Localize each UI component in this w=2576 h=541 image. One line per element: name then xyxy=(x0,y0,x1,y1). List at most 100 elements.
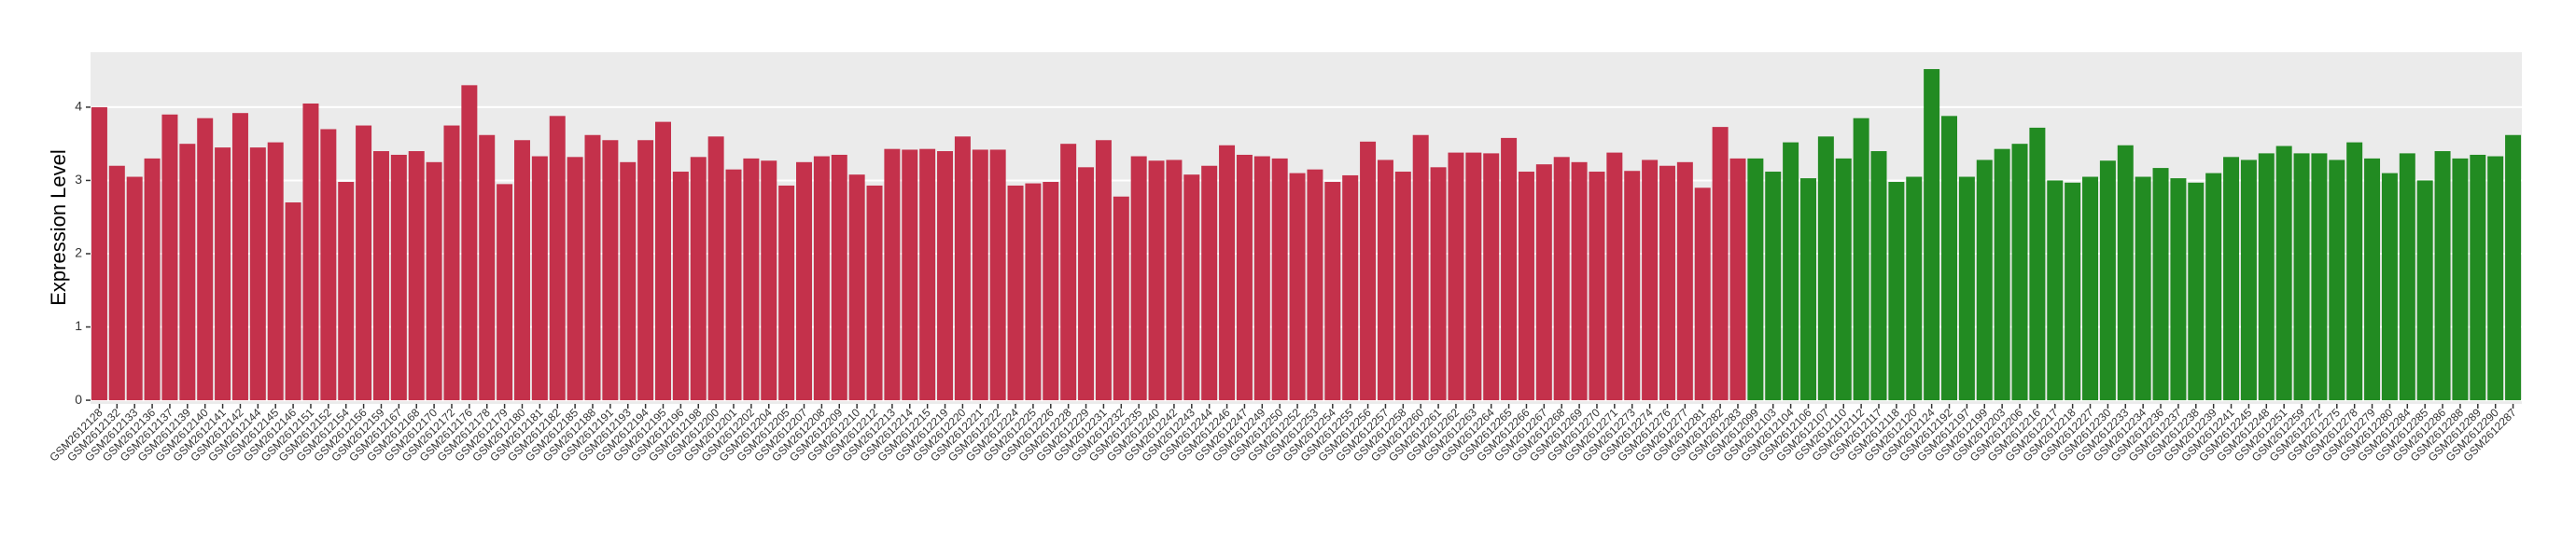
plot-panel xyxy=(91,52,2522,404)
bar xyxy=(1676,161,1693,401)
bar xyxy=(215,147,231,401)
bar xyxy=(707,136,724,401)
bar xyxy=(161,114,178,401)
bar xyxy=(1412,134,1429,401)
bar xyxy=(2399,153,2415,401)
bar xyxy=(954,136,971,401)
bar xyxy=(2381,173,2398,401)
bar xyxy=(1166,160,1183,401)
bar xyxy=(2505,134,2522,401)
bar xyxy=(1642,160,1659,401)
bar xyxy=(2011,144,2028,401)
bar xyxy=(179,144,196,401)
bar xyxy=(655,121,671,401)
bar xyxy=(426,161,442,401)
bar xyxy=(1941,116,1957,401)
bar xyxy=(1360,141,1377,401)
bar xyxy=(725,169,742,401)
bar xyxy=(690,157,707,401)
bar xyxy=(1025,183,1042,401)
bar xyxy=(1783,142,1799,401)
bar xyxy=(848,174,865,401)
bar xyxy=(1694,187,1711,401)
bar xyxy=(1553,157,1570,401)
bar xyxy=(902,149,918,401)
bar xyxy=(390,154,407,401)
bar xyxy=(320,129,337,401)
bar xyxy=(567,157,583,401)
bar xyxy=(497,184,513,401)
bar xyxy=(1835,158,1852,401)
bar xyxy=(1342,174,1359,401)
bar xyxy=(1007,185,1024,401)
bar xyxy=(919,148,936,401)
bar xyxy=(1219,145,1236,401)
bar xyxy=(2170,178,2187,401)
bar xyxy=(1853,118,1869,401)
bar xyxy=(1465,152,1482,401)
bar xyxy=(1201,165,1218,401)
y-tick-label: 4 xyxy=(75,99,82,114)
bar xyxy=(831,154,847,401)
bar xyxy=(372,151,389,401)
bar xyxy=(1747,158,1764,401)
bar xyxy=(531,156,548,401)
y-axis-title: Expression Level xyxy=(47,149,70,306)
bar xyxy=(602,140,619,401)
bar xyxy=(461,85,478,401)
bar xyxy=(2311,153,2328,401)
bar xyxy=(2329,160,2345,401)
bar xyxy=(1148,160,1165,401)
bar xyxy=(813,156,830,401)
bar xyxy=(1870,151,1887,401)
bar xyxy=(1958,176,1975,401)
bar xyxy=(1906,176,1923,401)
bar xyxy=(108,165,125,401)
bar xyxy=(1430,167,1447,401)
bar xyxy=(302,103,319,401)
bar xyxy=(126,176,143,401)
bar xyxy=(2082,176,2099,401)
bar xyxy=(1113,196,1129,401)
bar xyxy=(479,134,496,401)
bar xyxy=(285,202,301,401)
bar xyxy=(2470,154,2486,401)
bar xyxy=(2029,127,2046,401)
bar xyxy=(1799,178,1816,401)
bar xyxy=(549,116,566,401)
bar xyxy=(1130,156,1147,401)
bar xyxy=(1888,182,1905,401)
bar xyxy=(2099,160,2116,401)
bar xyxy=(1448,152,1464,401)
bar xyxy=(2275,146,2292,401)
bar xyxy=(408,151,425,401)
bar xyxy=(2065,182,2081,401)
bar xyxy=(2152,168,2169,401)
bar xyxy=(1518,172,1534,401)
bar xyxy=(2117,145,2134,401)
bar xyxy=(884,148,901,401)
bar xyxy=(2223,157,2240,401)
bar xyxy=(2293,153,2310,401)
bar xyxy=(2452,158,2469,401)
bar xyxy=(637,140,654,401)
bar xyxy=(743,158,760,401)
bar xyxy=(1976,160,1993,401)
bar xyxy=(1394,172,1411,401)
bar xyxy=(1324,182,1341,401)
bar xyxy=(1043,182,1059,401)
bar xyxy=(989,149,1006,401)
bar xyxy=(1624,171,1641,401)
bar xyxy=(1765,172,1782,401)
y-tick-label: 2 xyxy=(75,245,82,260)
bar xyxy=(1589,172,1605,401)
bar xyxy=(1095,140,1112,401)
bar xyxy=(937,151,954,401)
bar xyxy=(796,161,813,401)
bar xyxy=(513,140,530,401)
bar xyxy=(1501,137,1518,401)
bar xyxy=(1289,173,1306,401)
bar xyxy=(1571,161,1588,401)
bar xyxy=(1183,174,1200,401)
